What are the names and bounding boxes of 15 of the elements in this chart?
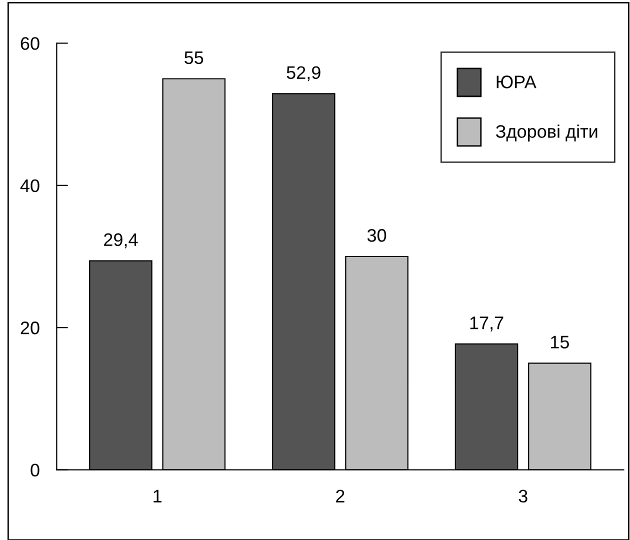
x-tick-label: 1	[154, 490, 162, 502]
y-tick-label: 40	[20, 179, 40, 192]
data-label: 15	[551, 336, 569, 348]
x-tick-label: 3	[518, 490, 528, 503]
x-tick-label: 2	[336, 490, 344, 502]
y-tick-label: 0	[30, 464, 40, 477]
y-tick-label: 60	[20, 37, 40, 50]
y-tick-label: 20	[20, 322, 40, 334]
legend-label: ЮРА	[496, 76, 536, 88]
legend-label: Здорові діти	[496, 124, 598, 142]
data-label: 30	[367, 229, 386, 242]
data-label: 52,9	[286, 66, 320, 82]
data-label: 29,4	[104, 233, 138, 248]
data-label: 17,7	[470, 316, 504, 332]
data-label: 55	[184, 51, 204, 64]
